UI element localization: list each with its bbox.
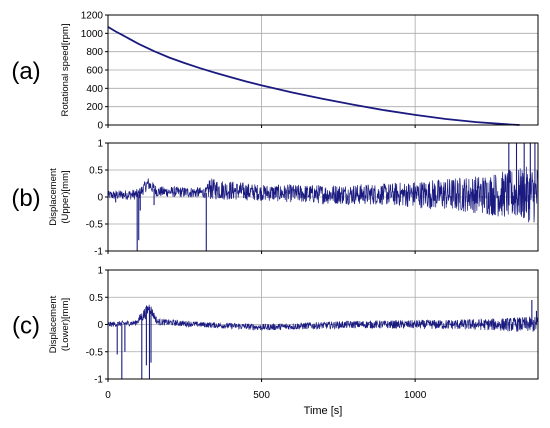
y-tick-label: 1 — [97, 266, 103, 277]
y-tick-label: 400 — [86, 84, 103, 95]
y-tick-label: 1 — [97, 139, 103, 150]
x-tick-label: 1000 — [404, 390, 427, 401]
y-tick-label: -0.5 — [86, 347, 104, 358]
y-tick-label: 600 — [86, 66, 103, 77]
data-signal — [107, 304, 539, 332]
y-axis-label: Rotational speed[rpm] — [60, 24, 71, 117]
y-tick-label: 0 — [97, 121, 103, 132]
y-tick-label: 0.5 — [89, 293, 103, 304]
panel-label: (b) — [11, 185, 40, 212]
y-tick-label: -1 — [94, 375, 103, 386]
panel-label: (a) — [11, 58, 40, 85]
data-line — [107, 26, 520, 126]
y-tick-label: 0 — [97, 320, 103, 331]
data-signal — [107, 166, 539, 223]
y-tick-label: 800 — [86, 47, 103, 58]
y-tick-label: 1200 — [81, 11, 104, 22]
y-tick-label: 1000 — [81, 29, 104, 40]
x-tick-label: 500 — [253, 390, 270, 401]
y-tick-label: -1 — [94, 247, 103, 258]
panel-c: -1 -0.5 0 0.5 1 Displacement (Lower)[mm] (c) — [12, 266, 539, 386]
y-axis-label: Displacement — [48, 168, 59, 226]
y-tick-label: 200 — [86, 102, 103, 113]
y-axis-label: Displacement — [48, 295, 59, 353]
panel-label: (c) — [12, 313, 40, 340]
y-axis-label: (Lower)[mm] — [60, 298, 71, 351]
y-tick-label: -0.5 — [86, 220, 104, 231]
x-axis-label: Time [s] — [304, 405, 343, 417]
panel-a: 0 200 400 600 800 1000 1200 Rotational speed[rp… — [11, 11, 539, 132]
x-tick-label: 0 — [105, 390, 111, 401]
y-tick-label: 0.5 — [89, 166, 103, 177]
y-axis-label: (Upper)[mm] — [60, 170, 71, 223]
panel-b: -1 -0.5 0 0.5 1 Displacement (Upper)[mm] (b) — [11, 139, 539, 258]
y-tick-label: 0 — [97, 193, 103, 204]
